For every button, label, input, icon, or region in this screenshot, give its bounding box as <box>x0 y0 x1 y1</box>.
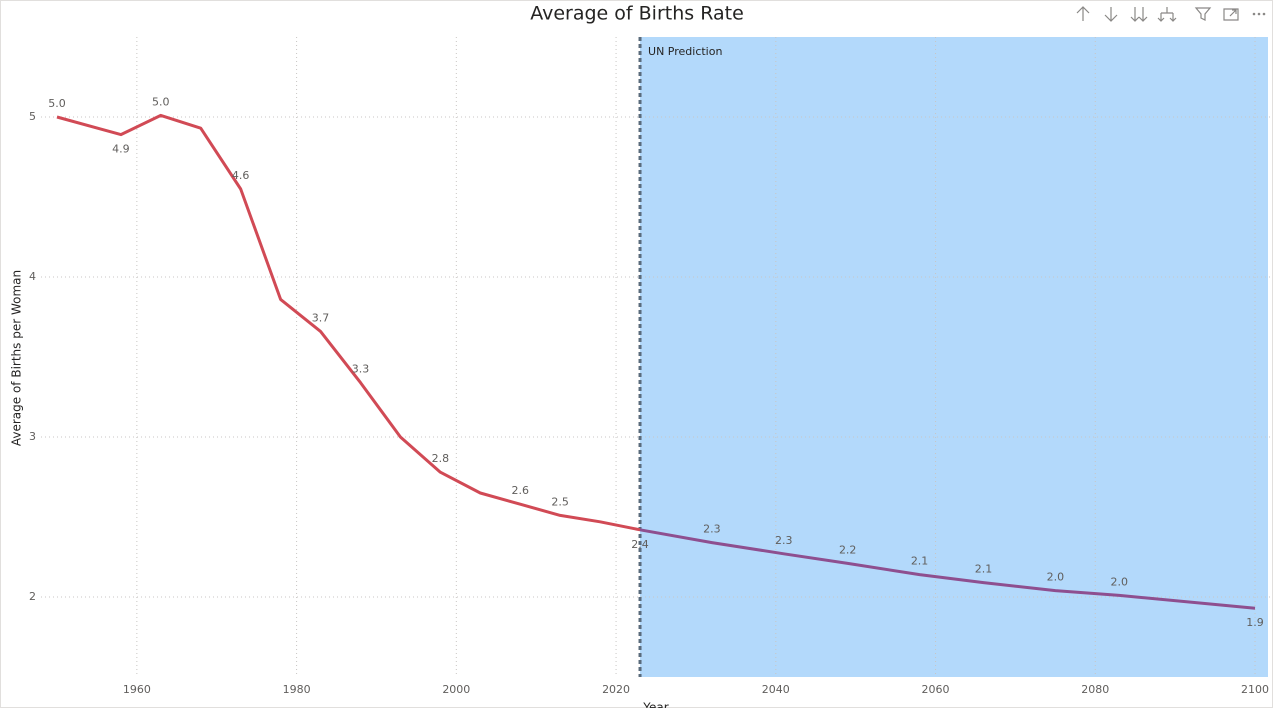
data-label: 2.3 <box>775 534 793 547</box>
y-tick-label: 3 <box>29 430 36 443</box>
data-label: 4.6 <box>232 169 250 182</box>
drill-up-icon[interactable] <box>1076 6 1090 21</box>
more-icon[interactable] <box>1252 12 1266 16</box>
x-tick-label: 1960 <box>123 683 151 696</box>
x-tick-label: 2000 <box>442 683 470 696</box>
series-line <box>56 113 641 532</box>
data-label: 2.0 <box>1047 571 1065 584</box>
y-axis-title: Average of Births per Woman <box>10 270 24 446</box>
x-tick-label: 2080 <box>1081 683 1109 696</box>
x-axis-title: Year <box>642 701 668 708</box>
filter-icon[interactable] <box>1194 7 1212 21</box>
data-label: 3.7 <box>312 311 330 324</box>
series-line <box>639 528 1256 610</box>
expand-icon[interactable] <box>1157 7 1177 22</box>
y-tick-label: 4 <box>29 270 36 283</box>
data-label: 2.5 <box>551 495 569 508</box>
x-tick-label: 2040 <box>762 683 790 696</box>
data-label: 2.0 <box>1110 575 1128 588</box>
data-label: 3.3 <box>352 363 370 376</box>
data-label: 2.4 <box>631 538 649 551</box>
x-tick-label: 2100 <box>1241 683 1269 696</box>
data-label: 2.3 <box>703 523 721 536</box>
y-tick-label: 5 <box>29 110 36 123</box>
data-label: 2.1 <box>911 555 929 568</box>
x-tick-label: 1980 <box>283 683 311 696</box>
x-tick-label: 2060 <box>922 683 950 696</box>
data-label: 5.0 <box>48 97 66 110</box>
x-tick-label: 2020 <box>602 683 630 696</box>
y-tick-label: 2 <box>29 590 36 603</box>
region-label: UN Prediction <box>648 45 722 58</box>
data-label: 1.9 <box>1246 616 1264 629</box>
data-label: 2.1 <box>975 563 993 576</box>
chart-title: Average of Births Rate <box>530 3 744 25</box>
toolbar <box>1076 6 1266 22</box>
data-label: 2.8 <box>432 452 450 465</box>
data-label: 2.2 <box>839 543 857 556</box>
data-label: 2.6 <box>511 484 529 497</box>
prediction-region <box>640 37 1268 677</box>
data-label: 4.9 <box>112 143 130 156</box>
data-label: 5.0 <box>152 95 170 108</box>
drill-down-icon[interactable] <box>1104 7 1118 22</box>
focus-icon[interactable] <box>1223 8 1239 21</box>
next-level-icon[interactable] <box>1130 7 1148 22</box>
